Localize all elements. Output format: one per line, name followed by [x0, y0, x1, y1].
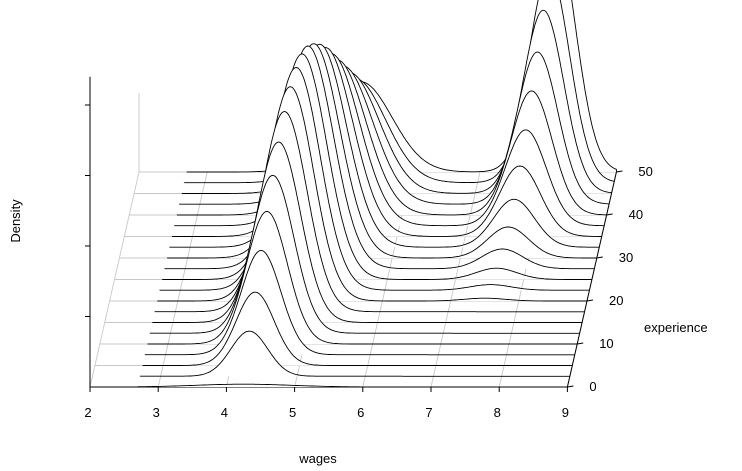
z-tick-label: 30	[619, 250, 633, 265]
axis-labels: wages Density experience 2 3 4 5 6 7 8 9 0 10 20 30…	[8, 164, 708, 466]
x-tick-label: 6	[357, 405, 364, 420]
z-tick-label: 40	[629, 207, 643, 222]
z-tick-label: 0	[589, 379, 596, 394]
z-tick	[577, 342, 584, 345]
z-tick-label: 10	[599, 336, 613, 351]
z-tick-label: 50	[638, 164, 652, 179]
z-tick	[596, 256, 603, 259]
x-tick-label: 3	[153, 405, 160, 420]
x-tick-label: 5	[289, 405, 296, 420]
z-tick	[606, 213, 613, 216]
density-curve	[137, 383, 568, 388]
x-tick-label: 8	[494, 405, 501, 420]
x-tick-label: 2	[84, 405, 91, 420]
z-tick	[567, 385, 574, 388]
x-axis-title: wages	[298, 451, 337, 466]
z-tick	[616, 170, 623, 173]
x-tick-label: 7	[425, 405, 432, 420]
density-curve	[172, 47, 602, 237]
z-axis-title: experience	[644, 320, 708, 335]
density-curve	[174, 53, 605, 227]
density-curve	[139, 330, 570, 377]
x-tick-label: 9	[562, 405, 569, 420]
density-curves	[137, 0, 617, 388]
x-tick-label: 4	[221, 405, 228, 420]
z-tick-label: 20	[609, 293, 623, 308]
y-axis-title: Density	[8, 199, 23, 243]
z-tick	[586, 299, 594, 302]
